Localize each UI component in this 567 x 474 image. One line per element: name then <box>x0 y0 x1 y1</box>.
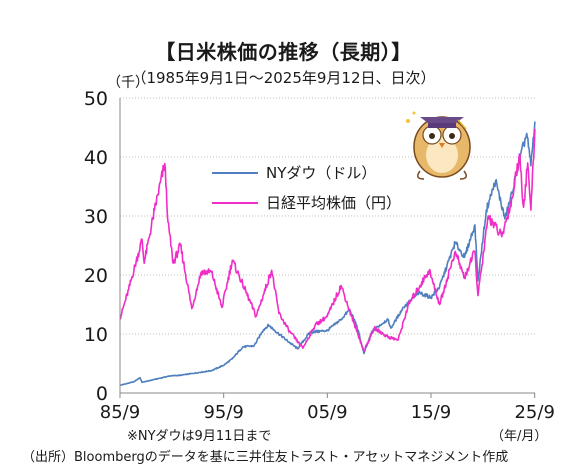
series-lines <box>119 121 536 387</box>
source-note: （出所）Bloombergのデータを基に三井住友トラスト・アセットマネジメント作… <box>22 450 509 465</box>
legend-item-dow: NYダウ（ドル） <box>212 162 376 183</box>
legend-item-nikkei: 日経平均株価（円） <box>212 192 401 213</box>
series-line-nikkei <box>119 128 536 352</box>
legend-label-nikkei: 日経平均株価（円） <box>266 194 402 212</box>
owl-mascot-icon <box>406 111 471 180</box>
chart-subtitle: （1985年9月1日～2025年9月12日、日次） <box>131 69 436 87</box>
x-tick-label-15-9: 15/9 <box>411 402 451 423</box>
legend-label-dow: NYダウ（ドル） <box>266 164 377 182</box>
x-tick-label-05-9: 05/9 <box>307 402 347 423</box>
y-tick-label-10: 10 <box>84 324 108 346</box>
y-tick-label-30: 30 <box>84 206 108 228</box>
legend-swatch-dow <box>212 171 258 174</box>
footnote: ※NYダウは9月11日まで <box>127 429 272 444</box>
grid-lines <box>120 97 535 335</box>
legend-swatch-nikkei <box>212 201 258 204</box>
axes <box>119 98 536 398</box>
series-line-dow <box>119 121 536 387</box>
y-tick-label-20: 20 <box>84 265 108 287</box>
y-axis-unit-label: （千） <box>107 75 149 91</box>
x-axis-unit-label: （年/月） <box>491 429 548 444</box>
y-tick-label-40: 40 <box>84 147 108 169</box>
x-tick-label-85-9: 85/9 <box>100 402 140 423</box>
chart-title: 【日米株価の推移（長期）】 <box>155 40 412 64</box>
y-tick-label-0: 0 <box>96 383 108 405</box>
tick-labels: 0 10 20 30 40 50 85/9 95/9 05/9 15/9 25/9 <box>84 88 555 423</box>
y-tick-label-50: 50 <box>84 88 108 110</box>
x-tick-label-25-9: 25/9 <box>514 402 554 423</box>
x-tick-label-95-9: 95/9 <box>203 402 243 423</box>
